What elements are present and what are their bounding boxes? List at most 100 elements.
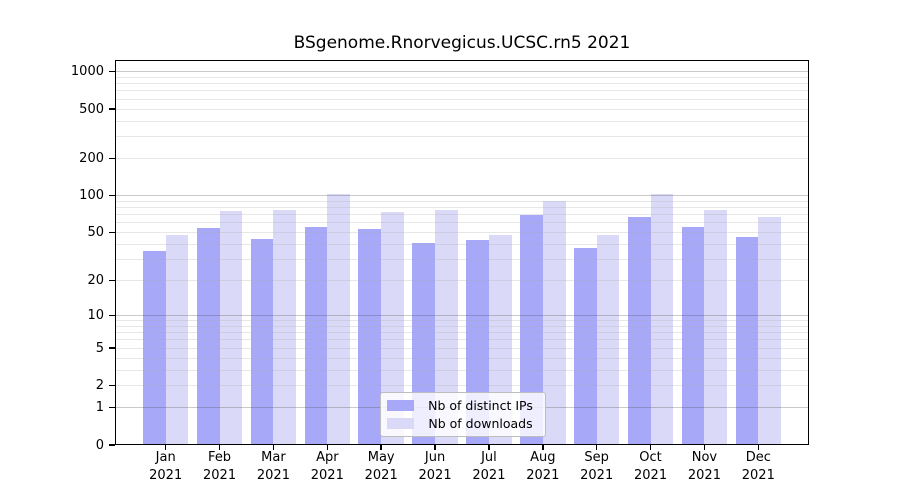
y-axis-tick: [109, 406, 115, 409]
x-axis-tick: [326, 445, 329, 450]
x-tick-month: Jun: [424, 450, 446, 465]
minor-gridline: [115, 108, 809, 110]
x-tick-year: 2021: [310, 467, 344, 483]
legend-entry-distinct-ips: Nb of distinct IPs: [387, 398, 539, 413]
bar-oct-downloads: [650, 194, 674, 445]
x-tick-year: 2021: [418, 467, 452, 483]
x-tick-month: Jul: [481, 450, 497, 465]
x-tick-month: Jan: [155, 450, 176, 465]
major-gridline: [115, 71, 809, 73]
x-tick-month: Sep: [584, 450, 609, 465]
y-tick-label: 1000: [70, 64, 104, 80]
x-axis-tick: [488, 445, 490, 450]
y-axis-tick: [109, 70, 115, 73]
bar-apr-downloads: [327, 194, 351, 445]
x-axis-tick: [164, 445, 167, 450]
y-tick-label: 20: [87, 272, 104, 288]
bar-jun-downloads: [435, 209, 458, 445]
legend-swatch-downloads-icon: [387, 418, 414, 429]
y-axis-tick: [109, 444, 115, 446]
legend-label-distinct-ips: Nb of distinct IPs: [428, 398, 533, 413]
bar-nov-distinct-ips: [681, 227, 705, 445]
minor-gridline: [115, 90, 809, 92]
x-tick-label-feb: Feb 2021: [188, 449, 252, 484]
bar-nov-downloads: [704, 209, 728, 445]
x-tick-year: 2021: [526, 467, 560, 483]
legend: Nb of distinct IPs Nb of downloads: [380, 392, 546, 437]
legend-label-downloads: Nb of downloads: [428, 416, 533, 431]
chart-title: BSgenome.Rnorvegicus.UCSC.rn5 2021: [293, 33, 631, 53]
x-axis-tick: [542, 445, 544, 450]
x-tick-label-oct: Oct 2021: [619, 449, 683, 484]
y-tick-label: 200: [79, 150, 104, 166]
minor-gridline: [115, 157, 809, 159]
bar-jan-distinct-ips: [142, 251, 166, 445]
x-tick-year: 2021: [580, 467, 614, 483]
x-axis-tick: [218, 445, 221, 450]
minor-gridline: [115, 83, 809, 85]
y-tick-label: 1: [95, 400, 104, 416]
y-axis-tick: [109, 194, 115, 197]
x-tick-month: Apr: [316, 450, 339, 465]
x-tick-label-aug: Aug 2021: [511, 449, 575, 484]
bar-mar-distinct-ips: [250, 239, 274, 445]
x-axis-tick: [595, 445, 598, 450]
x-tick-year: 2021: [364, 467, 398, 483]
minor-gridline: [115, 120, 809, 122]
y-axis-tick: [109, 279, 115, 282]
legend-entry-downloads: Nb of downloads: [387, 416, 539, 431]
x-tick-month: Oct: [639, 450, 662, 465]
x-axis-tick: [272, 445, 275, 450]
y-tick-label: 5: [95, 340, 104, 356]
x-tick-label-apr: Apr 2021: [295, 449, 359, 484]
x-tick-year: 2021: [741, 467, 775, 483]
bar-apr-distinct-ips: [304, 226, 328, 445]
x-tick-month: Feb: [208, 450, 232, 465]
y-tick-label: 500: [79, 101, 104, 117]
bar-aug-downloads: [542, 200, 566, 445]
y-axis-tick: [109, 157, 115, 160]
x-tick-label-may: May 2021: [349, 449, 413, 484]
x-tick-year: 2021: [687, 467, 721, 483]
x-axis-tick: [380, 445, 382, 450]
x-axis-tick: [703, 445, 706, 450]
x-axis-tick: [757, 445, 760, 450]
major-gridline: [115, 195, 809, 197]
y-tick-label: 50: [87, 225, 104, 240]
y-axis-tick: [109, 314, 115, 317]
x-tick-month: Dec: [745, 450, 771, 465]
x-tick-month: Aug: [530, 450, 556, 465]
y-axis-tick: [109, 384, 115, 387]
x-tick-label-mar: Mar 2021: [241, 449, 305, 484]
minor-gridline: [115, 136, 809, 138]
bar-may-distinct-ips: [358, 229, 382, 445]
bar-aug-distinct-ips: [520, 214, 543, 445]
bar-dec-downloads: [758, 216, 782, 445]
x-axis-tick: [649, 445, 652, 450]
x-tick-label-nov: Nov 2021: [672, 449, 736, 484]
x-tick-year: 2021: [149, 467, 183, 483]
plot-area: Nb of distinct IPs Nb of downloads: [115, 60, 809, 445]
y-axis-tick: [109, 347, 115, 349]
y-tick-label: 100: [79, 188, 104, 204]
minor-gridline: [115, 76, 809, 78]
x-tick-label-jan: Jan 2021: [134, 449, 198, 484]
bar-dec-distinct-ips: [735, 236, 759, 445]
x-tick-year: 2021: [472, 467, 506, 483]
bar-feb-downloads: [219, 210, 243, 445]
x-tick-month: Nov: [691, 450, 718, 465]
bar-may-downloads: [381, 212, 404, 445]
bar-jan-downloads: [165, 234, 189, 445]
x-tick-label-sep: Sep 2021: [565, 449, 629, 484]
x-axis-tick: [434, 445, 436, 450]
minor-gridline: [115, 207, 809, 208]
x-tick-year: 2021: [634, 467, 668, 483]
y-tick-label: 0: [95, 437, 104, 453]
y-tick-label: 2: [95, 378, 104, 394]
x-tick-year: 2021: [256, 467, 290, 483]
y-tick-label: 10: [87, 307, 104, 323]
bar-sep-downloads: [596, 234, 620, 445]
x-tick-label-jun: Jun 2021: [403, 449, 467, 484]
bar-sep-distinct-ips: [573, 248, 597, 445]
